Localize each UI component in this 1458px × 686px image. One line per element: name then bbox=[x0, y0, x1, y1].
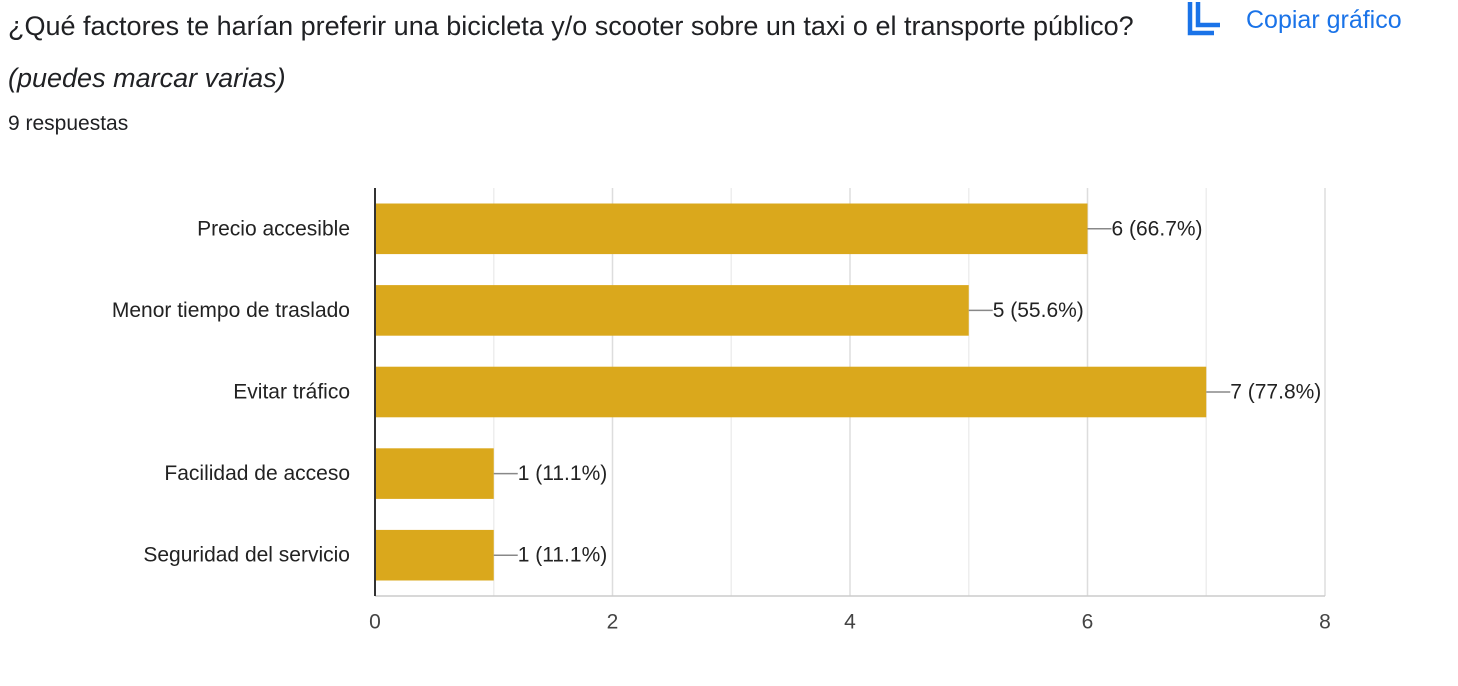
copy-chart-label: Copiar gráfico bbox=[1246, 5, 1402, 34]
copy-chart-button[interactable]: Copiar gráfico bbox=[1184, 0, 1402, 40]
category-label: Precio accesible bbox=[197, 217, 350, 240]
bar[interactable] bbox=[375, 203, 1088, 255]
data-label: 7 (77.8%) bbox=[1230, 381, 1321, 404]
data-label: 1 (11.1%) bbox=[518, 462, 608, 485]
question-hint: (puedes marcar varias) bbox=[8, 63, 286, 93]
response-count: 9 respuestas bbox=[8, 112, 129, 135]
category-label: Facilidad de acceso bbox=[164, 462, 350, 485]
data-label: 6 (66.7%) bbox=[1112, 217, 1203, 240]
chart-bars bbox=[375, 203, 1207, 581]
bar[interactable] bbox=[375, 366, 1207, 418]
x-tick-label: 8 bbox=[1319, 611, 1331, 634]
x-tick-label: 0 bbox=[369, 611, 381, 634]
bar[interactable] bbox=[375, 529, 494, 581]
question-title: ¿Qué factores te harían preferir una bic… bbox=[8, 0, 1138, 104]
x-tick-label: 6 bbox=[1082, 611, 1094, 634]
copy-icon bbox=[1187, 2, 1220, 36]
data-label: 5 (55.6%) bbox=[993, 299, 1084, 322]
category-label: Evitar tráfico bbox=[233, 381, 350, 404]
data-label: 1 (11.1%) bbox=[518, 544, 608, 567]
x-tick-label: 2 bbox=[607, 611, 619, 634]
question-title-text: ¿Qué factores te harían preferir una bic… bbox=[8, 11, 1134, 41]
category-label: Menor tiempo de traslado bbox=[112, 299, 350, 322]
category-label: Seguridad del servicio bbox=[143, 544, 350, 567]
bar[interactable] bbox=[375, 448, 494, 499]
chart-labels: Precio accesible 6 (66.7%) Menor tiempo de… bbox=[112, 217, 1331, 633]
bar[interactable] bbox=[375, 285, 969, 336]
x-tick-label: 4 bbox=[844, 611, 856, 634]
